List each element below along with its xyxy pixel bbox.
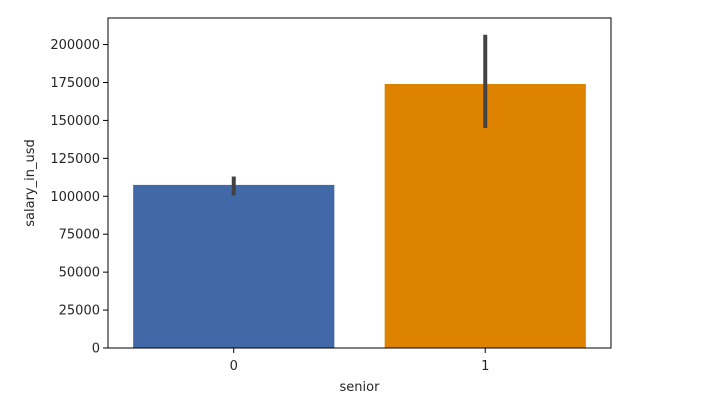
bar-0	[133, 184, 335, 348]
plot-area	[107, 17, 612, 349]
y-tick-label: 75000	[59, 228, 100, 243]
y-tick-label: 175000	[50, 76, 100, 91]
y-tick-label: 0	[92, 342, 100, 357]
y-axis: 0 25000 50000 75000 100000 125000 150000 175000…	[50, 38, 108, 357]
y-tick-label: 100000	[50, 190, 100, 205]
x-tick-label: 1	[481, 359, 489, 374]
y-tick-label: 25000	[59, 304, 100, 319]
x-tick-label: 0	[230, 359, 238, 374]
bars	[133, 84, 586, 348]
y-tick-label: 50000	[59, 266, 100, 281]
y-tick-label: 125000	[50, 152, 100, 167]
y-axis-label: salary_in_usd	[23, 139, 38, 226]
x-axis-label: senior	[340, 380, 381, 395]
y-tick-label: 200000	[50, 38, 100, 53]
error-bars	[231, 34, 488, 196]
y-tick-label: 150000	[50, 114, 100, 129]
